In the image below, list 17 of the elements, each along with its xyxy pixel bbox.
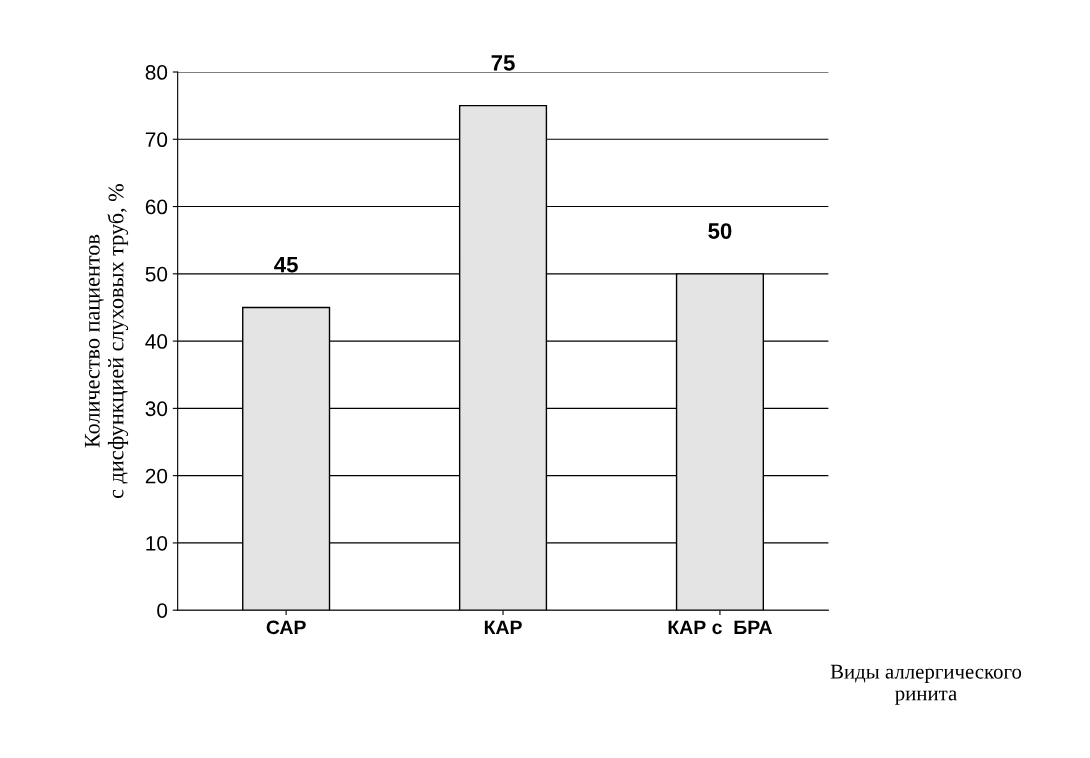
- y-tick-label: 50: [145, 266, 168, 282]
- x-tick-label: КАР с БРА: [668, 620, 773, 635]
- y-tick-label: 20: [145, 468, 168, 484]
- y-tick-label: 0: [157, 603, 168, 618]
- y-axis-title: Количество пациентов с дисфункцией слуховых труб, %: [84, 184, 129, 499]
- data-label: 50: [708, 223, 732, 239]
- data-label: 75: [491, 55, 515, 71]
- data-label: 45: [274, 257, 298, 273]
- x-tick-label: САР: [266, 620, 306, 635]
- y-tick-label: 80: [145, 65, 168, 80]
- y-tick-label: 70: [145, 132, 168, 148]
- x-tick-label: КАР: [484, 620, 522, 634]
- y-tick-label: 40: [145, 334, 168, 349]
- y-tick-label: 30: [145, 401, 168, 417]
- x-axis-title: Виды аллергического ринита: [830, 664, 1022, 705]
- y-tick-label: 10: [146, 535, 168, 551]
- y-tick-label: 60: [145, 199, 168, 215]
